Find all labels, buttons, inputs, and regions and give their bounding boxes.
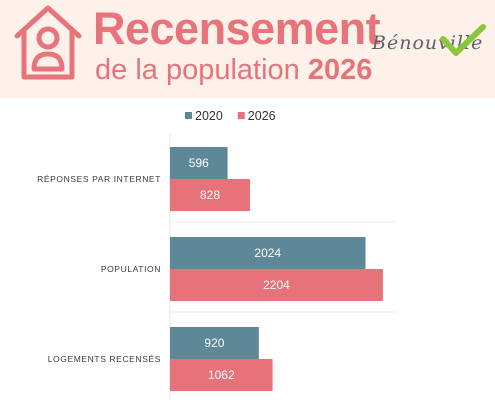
checkmark-icon [440, 24, 486, 56]
bar-2020 [170, 147, 228, 179]
data-label-2026: 828 [200, 188, 220, 202]
bar-2026 [170, 179, 250, 211]
banner-subtitle-year: 2026 [307, 54, 373, 86]
data-label-2020: 2024 [254, 246, 281, 260]
category-label: RÉPONSES PAR INTERNET [37, 174, 161, 184]
chart-bars: 596 828 2024 2204 920 1062 [170, 147, 383, 391]
bar-chart: 2020 2026 RÉPONSES PAR INTERNET POPULATION… [37, 109, 397, 400]
bar-2026 [170, 359, 273, 391]
town-logo: Bénouville [372, 24, 488, 62]
bar-2020 [170, 327, 259, 359]
data-label-2020: 596 [189, 156, 209, 170]
header-banner: Recensement de la population 2026 Bénouv… [0, 0, 495, 98]
bar-2026 [170, 269, 383, 301]
bar-2020 [170, 237, 366, 269]
data-label-2026: 2204 [263, 278, 290, 292]
banner-subtitle: de la population 2026 [95, 53, 372, 87]
legend-swatch-2026 [237, 112, 245, 119]
legend-label-2020: 2020 [195, 109, 223, 123]
data-label-2026: 1062 [208, 368, 235, 382]
house-person-icon [14, 5, 82, 80]
banner-title: Recensement [93, 3, 381, 54]
banner-subtitle-prefix: de la population [95, 54, 300, 86]
category-label: POPULATION [101, 264, 161, 274]
category-label: LOGEMENTS RECENSÉS [48, 354, 161, 364]
legend-label-2026: 2026 [248, 109, 276, 123]
legend-swatch-2020 [185, 112, 192, 119]
chart-legend: 2020 2026 [185, 109, 276, 123]
data-label-2020: 920 [204, 336, 224, 350]
